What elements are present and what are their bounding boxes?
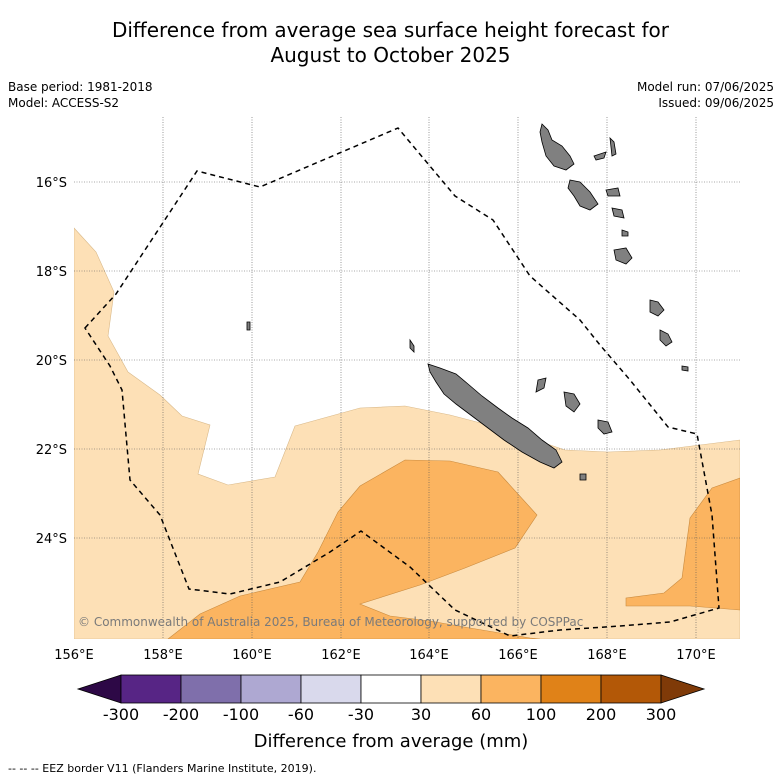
- colorbar-tick: -300: [103, 705, 139, 724]
- lon-tick-156e: 156°E: [54, 648, 94, 663]
- island-ambae: [593, 151, 607, 161]
- colorbar-extend-right: [660, 674, 706, 704]
- island-malekula: [567, 179, 599, 211]
- colorbar-tick: -30: [348, 705, 374, 724]
- lon-tick-168e: 168°E: [587, 648, 627, 663]
- lat-tick-18s: 18°S: [36, 265, 67, 280]
- island-ouvea: [535, 377, 547, 393]
- lon-tick-166e: 166°E: [498, 648, 538, 663]
- colorbar-tick: 60: [471, 705, 491, 724]
- colorbar-tick: 300: [646, 705, 677, 724]
- land-masses: [246, 123, 689, 481]
- lon-tick-160e: 160°E: [232, 648, 272, 663]
- island-erromango: [649, 299, 665, 317]
- island-chesterfield: [246, 321, 251, 331]
- lon-tick-170e: 170°E: [676, 648, 716, 663]
- anomaly-region-60-100: [167, 459, 541, 639]
- colorbar-segment: [540, 674, 602, 704]
- lat-tick-22s: 22°S: [36, 443, 67, 458]
- colorbar-label: Difference from average (mm): [254, 731, 529, 752]
- lon-tick-158e: 158°E: [143, 648, 183, 663]
- island-belep: [409, 338, 415, 353]
- island-epi: [611, 207, 625, 219]
- island-mare: [597, 419, 613, 435]
- colorbar-segment: [600, 674, 662, 704]
- anomaly-region-30-60: [74, 227, 740, 639]
- island-aneityum: [681, 365, 689, 372]
- title-line-1: Difference from average sea surface heig…: [111, 18, 670, 42]
- island-pentecost: [609, 136, 617, 157]
- island-new-caledonia: [427, 363, 563, 469]
- island-isle-of-pines: [579, 473, 587, 481]
- colorbar-tick: 200: [586, 705, 617, 724]
- colorbar: -300 -200 -100 -60 -30 30 60 100 200 300…: [76, 674, 706, 752]
- island-efate: [613, 247, 633, 265]
- lon-tick-162e: 162°E: [321, 648, 361, 663]
- lon-tick-164e: 164°E: [409, 648, 449, 663]
- colorbar-tick: -200: [163, 705, 199, 724]
- colorbar-segment: [360, 674, 422, 704]
- colorbar-segment: [420, 674, 482, 704]
- colorbar-tick: -100: [223, 705, 259, 724]
- island-torres: [621, 229, 629, 237]
- island-ambrym: [605, 187, 621, 197]
- island-lifou: [563, 391, 581, 413]
- colorbar-segment: [120, 674, 182, 704]
- lon-tick-labels: 156°E 158°E 160°E 162°E 164°E 166°E 168°…: [54, 648, 716, 663]
- issued-label: Issued: 09/06/2025: [658, 96, 774, 110]
- model-run-label: Model run: 07/06/2025: [636, 80, 774, 94]
- lat-tick-24s: 24°S: [36, 532, 67, 547]
- colorbar-segment: [480, 674, 542, 704]
- lat-tick-labels: 16°S 18°S 20°S 22°S 24°S: [36, 176, 67, 547]
- island-tanna: [659, 329, 673, 347]
- meta-left: Base period: 1981-2018 Model: ACCESS-S2: [8, 79, 153, 111]
- map-area: © Commonwealth of Australia 2025, Bureau…: [74, 117, 740, 639]
- base-period-label: Base period: 1981-2018: [8, 80, 153, 94]
- colorbar-segment: [180, 674, 242, 704]
- eez-footnote: -- -- -- EEZ border V11 (Flanders Marine…: [8, 762, 317, 775]
- colorbar-tick: 30: [411, 705, 431, 724]
- colorbar-tick: 100: [526, 705, 557, 724]
- graticule: [74, 117, 740, 639]
- colorbar-segment: [300, 674, 362, 704]
- colorbar-tick: -60: [288, 705, 314, 724]
- lat-tick-20s: 20°S: [36, 354, 67, 369]
- map-title: Difference from average sea surface heig…: [0, 18, 781, 68]
- colorbar-segment: [240, 674, 302, 704]
- eez-border: [84, 127, 720, 637]
- meta-right: Model run: 07/06/2025 Issued: 09/06/2025: [637, 79, 774, 111]
- colorbar-extend-left: [76, 674, 122, 704]
- copyright-text: © Commonwealth of Australia 2025, Bureau…: [78, 615, 583, 629]
- title-line-2: August to October 2025: [270, 43, 511, 67]
- island-espiritu-santo: [539, 123, 575, 171]
- model-label: Model: ACCESS-S2: [8, 96, 120, 110]
- lat-tick-16s: 16°S: [36, 176, 67, 191]
